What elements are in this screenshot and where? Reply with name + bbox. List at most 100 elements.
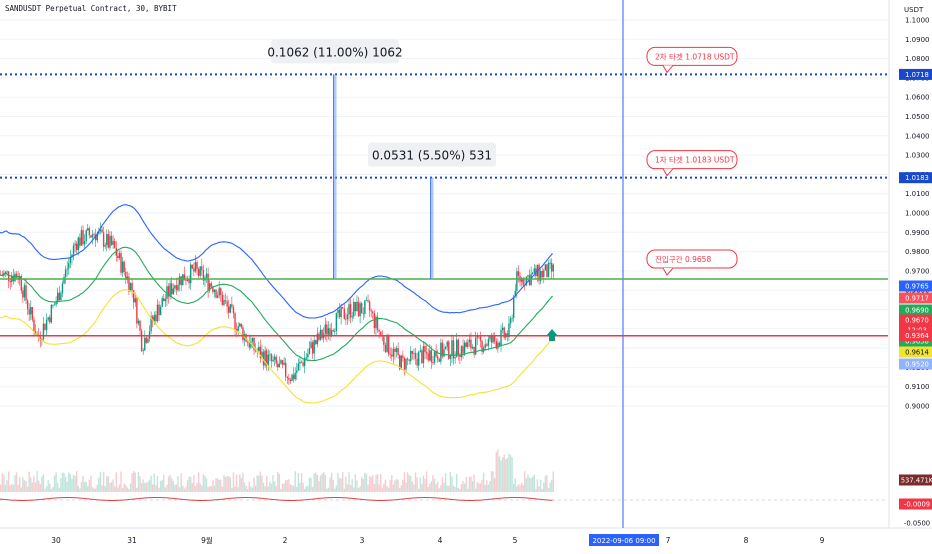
price-badge <box>899 314 932 326</box>
callout-pointer <box>662 168 674 177</box>
volume-bar <box>110 481 113 492</box>
volume-bar <box>254 485 257 492</box>
volume-bar <box>345 476 347 492</box>
candle-body <box>460 346 463 358</box>
volume-bar <box>435 483 437 492</box>
price-badge-label: 0.9658 <box>905 338 929 346</box>
candle-body <box>77 237 79 251</box>
volume-bar <box>354 474 357 492</box>
candle-body <box>345 318 347 320</box>
candle-body <box>304 357 306 366</box>
volume-bar <box>66 481 68 492</box>
candle-body <box>171 283 173 295</box>
x-tick-label: 9 <box>820 536 825 545</box>
volume-bar <box>508 453 510 492</box>
volume-bar <box>6 480 8 492</box>
candle-body <box>348 304 350 315</box>
candle-body <box>196 262 198 270</box>
x-tick-label: 9월 <box>201 535 213 545</box>
callout-text: 2차 타겟 1.0718 USDT <box>655 52 735 61</box>
volume-bar <box>332 479 334 492</box>
volume-bar <box>117 487 119 492</box>
candle-body <box>88 228 91 236</box>
volume-bar <box>381 487 383 492</box>
candle-body <box>286 376 288 378</box>
candle-body <box>543 270 545 277</box>
volume-bar <box>123 483 125 492</box>
candle-body <box>300 361 303 363</box>
candle-body <box>199 266 201 276</box>
volume-bar <box>359 486 361 492</box>
candle-body <box>83 241 86 245</box>
candle-body <box>498 342 501 346</box>
volume-bar <box>408 475 410 492</box>
callout-box <box>646 150 738 170</box>
candle-body <box>427 353 429 361</box>
volume-bar <box>356 480 358 492</box>
candle-body <box>316 333 319 345</box>
volume-bar <box>490 471 493 492</box>
price-badge-label: 537.471K <box>901 477 932 485</box>
volume-bar <box>546 475 548 492</box>
candle-body <box>41 339 43 341</box>
volume-bar <box>378 484 380 492</box>
candle-body <box>278 363 281 368</box>
volume-bar <box>527 474 529 492</box>
candle-body <box>63 276 65 284</box>
volume-bar <box>267 486 269 492</box>
measure-bar <box>430 177 434 280</box>
volume-bar <box>41 476 43 492</box>
candle-body <box>175 285 178 291</box>
candle-body <box>516 271 518 291</box>
price-badge <box>899 498 932 510</box>
volume-bar <box>11 483 13 492</box>
volume-bar <box>467 488 469 492</box>
candle-body <box>424 346 426 353</box>
candle-body <box>150 316 152 332</box>
volume-bar <box>376 474 379 492</box>
volume-bar <box>169 474 171 492</box>
volume-bar <box>95 488 97 492</box>
volume-bar <box>391 475 393 492</box>
volume-bar <box>247 488 249 492</box>
volume-bar <box>427 487 429 492</box>
candle-body <box>449 355 452 359</box>
candle-body <box>28 309 30 315</box>
volume-bar <box>471 481 474 492</box>
candle-body <box>98 231 100 234</box>
candle-body <box>419 350 421 353</box>
entry-arrow-icon <box>546 329 558 341</box>
candle-body <box>25 285 27 301</box>
candle-body <box>454 357 456 359</box>
candle-body <box>376 316 379 330</box>
volume-bar <box>326 488 328 492</box>
candle-body <box>335 312 338 332</box>
candle-body <box>140 330 143 351</box>
volume-bar <box>107 476 110 492</box>
volume-bar <box>266 476 268 492</box>
candle-body <box>153 314 155 322</box>
candle-body <box>231 304 233 307</box>
y-tick-label: 1.0500 <box>905 113 930 121</box>
volume-bar <box>126 487 129 492</box>
ticker-line: SANDUSDT Perpetual Contract, 30, BYBIT <box>5 4 177 13</box>
candle-body <box>30 307 32 315</box>
volume-bar <box>443 482 445 492</box>
volume-bar <box>118 484 121 492</box>
candle-body <box>194 262 197 272</box>
date-marker-label: 2022-09-06 09:00 <box>592 537 655 545</box>
volume-bar <box>278 474 281 492</box>
candle-body <box>384 344 387 352</box>
volume-bar <box>183 488 186 492</box>
candle-body <box>4 271 7 274</box>
volume-bar <box>402 479 404 492</box>
volume-bar <box>432 475 434 492</box>
price-badge <box>899 346 932 358</box>
candle-body <box>508 323 510 337</box>
volume-bar <box>380 474 382 492</box>
volume-bar <box>368 476 371 492</box>
volume-bar <box>72 474 75 492</box>
candle-body <box>247 341 249 343</box>
candle-body <box>215 289 217 298</box>
